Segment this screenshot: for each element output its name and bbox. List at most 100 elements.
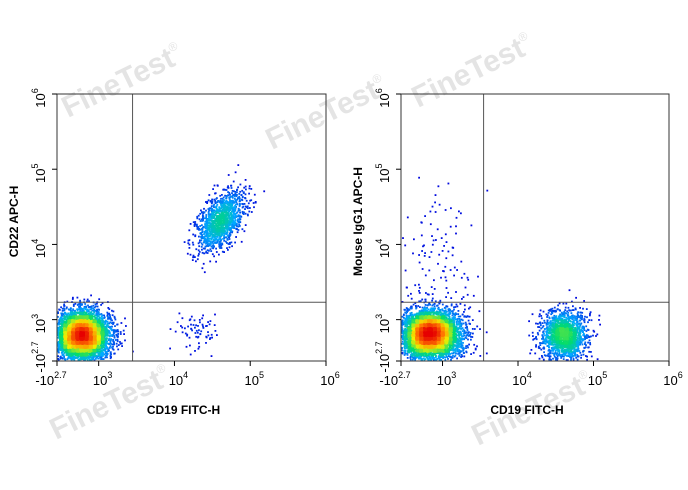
- event-dot: [59, 329, 62, 332]
- event-dot: [210, 230, 213, 233]
- event-dot: [105, 355, 107, 357]
- event-dot: [186, 334, 188, 337]
- event-dot: [228, 214, 231, 217]
- event-dot: [188, 336, 191, 339]
- event-dot: [221, 229, 224, 232]
- event-dot: [211, 215, 213, 217]
- event-dot: [90, 354, 93, 356]
- event-dot: [192, 221, 195, 224]
- event-dot: [234, 224, 236, 227]
- event-dot: [211, 216, 213, 219]
- event-dot: [238, 224, 241, 227]
- event-dot: [93, 321, 96, 324]
- event-dot: [64, 341, 67, 344]
- event-dot: [233, 213, 236, 216]
- event-dot: [223, 203, 226, 205]
- event-dot: [86, 315, 89, 317]
- event-dot: [221, 194, 223, 196]
- event-dot: [108, 347, 111, 349]
- event-dot: [76, 323, 79, 326]
- event-dot: [102, 353, 104, 356]
- event-dot: [240, 194, 243, 196]
- event-dot: [106, 356, 108, 359]
- event-dot: [84, 323, 87, 326]
- event-dot: [231, 217, 233, 220]
- event-dot: [90, 321, 93, 324]
- event-dot: [238, 200, 241, 203]
- event-dot: [103, 341, 105, 344]
- event-dot: [63, 333, 66, 336]
- event-dot: [57, 358, 59, 360]
- event-dot: [215, 205, 218, 208]
- event-dot: [84, 347, 87, 349]
- event-dot: [60, 342, 63, 345]
- event-dot: [215, 217, 218, 220]
- event-dot: [197, 249, 200, 252]
- event-dot: [69, 342, 72, 345]
- event-dot: [60, 306, 62, 309]
- event-dot: [92, 357, 95, 360]
- event-dot: [211, 209, 213, 211]
- event-dot: [66, 336, 68, 339]
- event-dot: [223, 230, 225, 233]
- event-dot: [86, 300, 88, 303]
- event-dot: [71, 298, 74, 300]
- event-dot: [105, 345, 107, 348]
- event-dot: [72, 323, 75, 325]
- event-dot: [244, 205, 247, 208]
- event-dot: [83, 359, 85, 362]
- event-dot: [211, 234, 214, 237]
- event-dot: [238, 214, 241, 217]
- event-dot: [201, 234, 203, 236]
- event-dot: [56, 333, 59, 335]
- event-dot: [212, 225, 215, 228]
- event-dot: [224, 226, 227, 229]
- event-dot: [199, 220, 202, 222]
- event-dot: [83, 305, 86, 308]
- event-dot: [64, 336, 66, 339]
- event-dot: [75, 315, 78, 318]
- event-dot: [72, 358, 74, 361]
- event-dot: [92, 336, 94, 338]
- event-dot: [96, 323, 99, 326]
- event-dot: [234, 191, 237, 193]
- event-dot: [114, 329, 117, 332]
- event-dot: [59, 341, 61, 344]
- event-dot: [220, 216, 223, 219]
- event-dot: [196, 225, 198, 227]
- event-dot: [61, 318, 63, 320]
- event-dot: [88, 324, 91, 326]
- event-dot: [57, 321, 60, 324]
- event-dot: [241, 189, 244, 192]
- event-dot: [89, 313, 92, 316]
- event-dot: [234, 241, 236, 244]
- event-dot: [107, 317, 110, 320]
- event-dot: [217, 239, 220, 241]
- event-dot: [71, 318, 74, 320]
- event-dot: [82, 350, 84, 352]
- event-dot: [215, 229, 218, 232]
- event-dot: [61, 349, 64, 352]
- event-dot: [218, 253, 220, 256]
- event-dot: [66, 315, 69, 318]
- event-dot: [94, 336, 97, 339]
- event-dot: [113, 315, 116, 318]
- event-dot: [72, 305, 75, 307]
- event-dot: [210, 245, 213, 248]
- event-dot: [211, 336, 213, 339]
- event-dot: [108, 312, 110, 315]
- event-dot: [213, 216, 215, 219]
- event-dot: [202, 214, 204, 216]
- event-dot: [223, 205, 225, 208]
- event-dot: [223, 209, 226, 212]
- event-dot: [219, 199, 221, 202]
- event-dot: [65, 354, 68, 356]
- event-dot: [95, 325, 98, 328]
- event-dot: [236, 203, 239, 205]
- event-dot: [220, 200, 223, 203]
- event-dot: [105, 342, 108, 345]
- event-dot: [61, 331, 64, 334]
- event-dot: [206, 237, 209, 240]
- event-dot: [105, 329, 108, 331]
- event-dot: [95, 333, 98, 336]
